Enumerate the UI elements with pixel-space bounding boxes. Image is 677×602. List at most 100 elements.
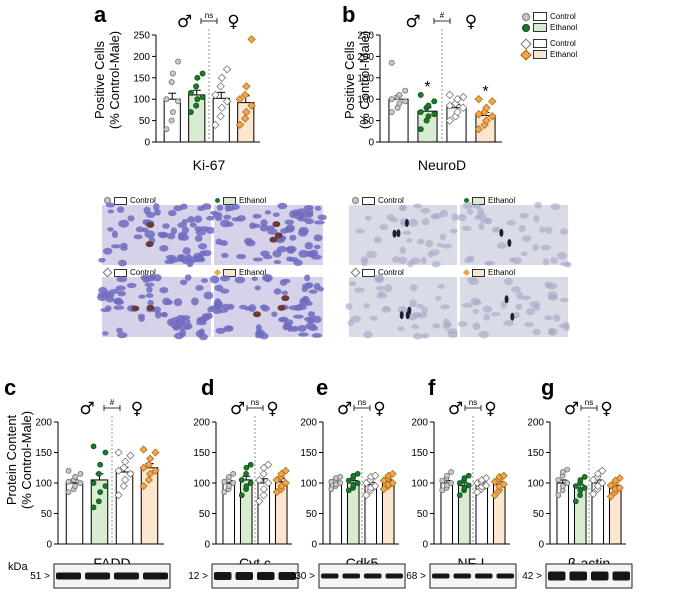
point-d-female-control — [264, 478, 273, 488]
micrograph-b-female-control-cell — [421, 333, 430, 339]
point-b-male-ethanol — [417, 91, 424, 98]
micrograph-a-male-control-cell — [159, 245, 169, 252]
blot-band-c — [56, 572, 81, 580]
micrograph-b-female-control-cell — [345, 303, 353, 310]
micrograph-a-female-control-cell — [98, 286, 108, 294]
micrograph-b-female-control-cell — [354, 287, 365, 293]
micrograph-a-female-ethanol-positive-cell — [277, 304, 286, 311]
micrograph-a-female-control-cell — [198, 328, 205, 336]
significance-star-b: * — [482, 83, 488, 100]
micrograph-a-male-control-cell — [118, 219, 130, 228]
point-c-female-ethanol — [139, 463, 148, 472]
point-f-male-control — [439, 487, 446, 494]
control-box-icon — [114, 196, 127, 205]
micrograph-a-male-control-cell — [116, 206, 125, 213]
micrograph-b-male-ethanol-cell — [462, 225, 472, 232]
micrograph-a-male-ethanol-cell — [297, 229, 308, 237]
point-a-male-control — [175, 58, 182, 65]
micrograph-a-male-control-cell — [189, 222, 197, 228]
point-b-female-control — [459, 103, 468, 112]
comparison-label-a: ns — [205, 11, 213, 20]
point-e-male-control — [337, 480, 344, 486]
point-b-female-ethanol — [474, 95, 483, 104]
kda-marker-d: 12 > — [188, 571, 208, 582]
micrograph-b-female-ethanol-cell — [532, 328, 541, 336]
micrograph-a-female-control-cell — [138, 316, 145, 322]
point-d-female-ethanol — [281, 478, 290, 488]
micrograph-b-male-control-cell — [439, 209, 449, 218]
micrograph-a-male-control-cell — [153, 209, 161, 216]
point-f-female-ethanol — [499, 480, 508, 489]
y-tick-label-d: 100 — [193, 479, 210, 490]
micrograph-b-male-control-cell — [365, 215, 372, 221]
micrograph-b-male-ethanol-cell — [466, 208, 474, 216]
micrograph-a-female-control-cell — [109, 288, 119, 294]
micrograph-b-female-ethanol-cell — [516, 291, 524, 300]
point-a-male-control — [175, 98, 182, 105]
micrograph-b-female-control-cell — [411, 324, 420, 330]
point-f-female-control — [482, 474, 491, 483]
micrograph-b-female-ethanol-cell — [472, 322, 481, 330]
legend-female-ethanol: Ethanol — [520, 48, 578, 61]
micro-a2-title: Ethanol — [239, 196, 267, 205]
point-g-male-control — [560, 469, 566, 475]
point-c-female-control — [114, 448, 123, 457]
micrograph-b-female-ethanol-cell — [524, 322, 535, 328]
micrograph-a-male-control-cell — [164, 259, 172, 265]
blot-band-f — [432, 573, 450, 579]
point-f-male-ethanol — [461, 475, 468, 481]
y-tick-label-d: 150 — [193, 448, 210, 459]
micrograph-a-male-control-cell — [127, 215, 135, 222]
blot-band-c — [143, 572, 168, 580]
male-symbol-icon: ♂ — [177, 12, 192, 32]
point-d-male-ethanol — [238, 477, 245, 483]
micrograph-b-female-ethanol-cell — [483, 313, 491, 321]
point-c-male-ethanol — [90, 504, 97, 511]
blot-band-g — [569, 571, 587, 581]
micrograph-a-female-ethanol-cell — [307, 311, 316, 318]
micrograph-a-male-ethanol-cell — [313, 244, 321, 250]
point-d-male-ethanol — [243, 483, 250, 489]
point-d-female-control — [255, 475, 264, 484]
micrograph-a-male-ethanol-cell — [221, 252, 229, 259]
micrograph-a-male-ethanol-cell — [303, 205, 314, 211]
micrograph-b-female-control-cell — [397, 326, 405, 332]
micrograph-b-female-control-cell — [410, 284, 418, 292]
point-a-male-ethanol — [187, 89, 194, 96]
micrograph-b-female-ethanol-cell — [457, 321, 468, 327]
micrograph-a-male-control-cell — [170, 227, 178, 235]
micrograph-a-male-control-cell — [135, 226, 145, 233]
point-c-male-ethanol — [97, 461, 104, 468]
point-c-female-ethanol — [146, 454, 155, 463]
micrograph-a-male-control-cell — [162, 223, 170, 229]
micrograph-b-female-control-cell — [363, 330, 373, 339]
micrograph-b-female-control-cell — [350, 315, 362, 323]
male-symbol-icon: ♂ — [405, 12, 420, 32]
chart-b: 0 50 100 150 200 250 * * ♂ ♀ # NeuroD — [357, 11, 502, 173]
micrograph-b-female-ethanol-cell — [521, 295, 531, 301]
chart-a: 0 50 100 150 200 250 ♂ ♀ ns Ki-67 — [133, 11, 260, 173]
point-a-male-control — [163, 126, 170, 133]
kda-marker-c: 51 > — [30, 571, 50, 582]
point-e-male-ethanol — [345, 487, 352, 494]
micrograph-b-male-ethanol-cell — [542, 258, 550, 266]
micrograph-a-female-control-cell — [149, 274, 157, 280]
micrograph-a-female-control-cell — [170, 316, 181, 324]
micrograph-b-male-control-positive-cell — [404, 219, 409, 228]
female-symbol-icon: ♀ — [484, 399, 496, 419]
micro-b1-title: Control — [378, 196, 404, 205]
micrograph-a-female-control-cell — [113, 298, 124, 305]
micrograph-a-male-control-cell — [187, 216, 195, 223]
point-g-female-ethanol — [615, 483, 624, 492]
point-e-female-ethanol — [388, 478, 397, 488]
legend-female-ethanol-label: Ethanol — [550, 50, 578, 59]
micrograph-b-male-ethanol-cell — [477, 208, 485, 216]
micrograph-b-male-control-cell — [416, 238, 425, 245]
point-d-male-ethanol — [243, 464, 250, 471]
micrograph-a-male-ethanol — [210, 202, 327, 266]
micrograph-a-male-control-cell — [105, 202, 115, 208]
micrograph-a-male-ethanol-cell — [260, 219, 268, 227]
micrograph-b-male-ethanol-cell — [520, 251, 528, 256]
y-tick-label-a: 100 — [133, 95, 150, 106]
micrograph-b-male-control-cell — [449, 228, 458, 234]
